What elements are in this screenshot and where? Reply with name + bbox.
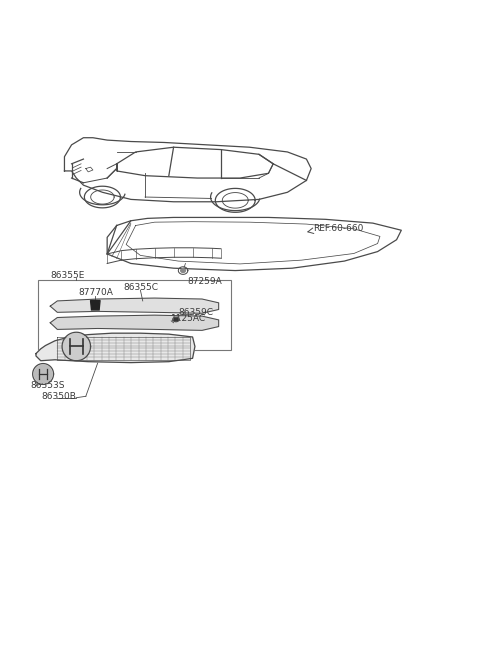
Text: 86355C: 86355C bbox=[124, 283, 159, 291]
Polygon shape bbox=[174, 318, 178, 321]
Text: 86359C: 86359C bbox=[179, 308, 213, 317]
Polygon shape bbox=[63, 333, 89, 360]
Text: 87770A: 87770A bbox=[79, 288, 114, 297]
Bar bbox=[38, 280, 230, 350]
Polygon shape bbox=[34, 365, 52, 383]
Polygon shape bbox=[50, 298, 219, 313]
Polygon shape bbox=[36, 333, 195, 363]
Polygon shape bbox=[91, 301, 100, 310]
Polygon shape bbox=[50, 315, 219, 330]
Polygon shape bbox=[180, 269, 185, 272]
Text: 87259A: 87259A bbox=[188, 276, 223, 286]
Text: 86355E: 86355E bbox=[50, 271, 84, 280]
Text: REF.60-660: REF.60-660 bbox=[313, 224, 364, 233]
Text: 86350B: 86350B bbox=[42, 392, 76, 401]
Text: 1125AC: 1125AC bbox=[171, 314, 206, 322]
Text: 86353S: 86353S bbox=[30, 381, 65, 390]
